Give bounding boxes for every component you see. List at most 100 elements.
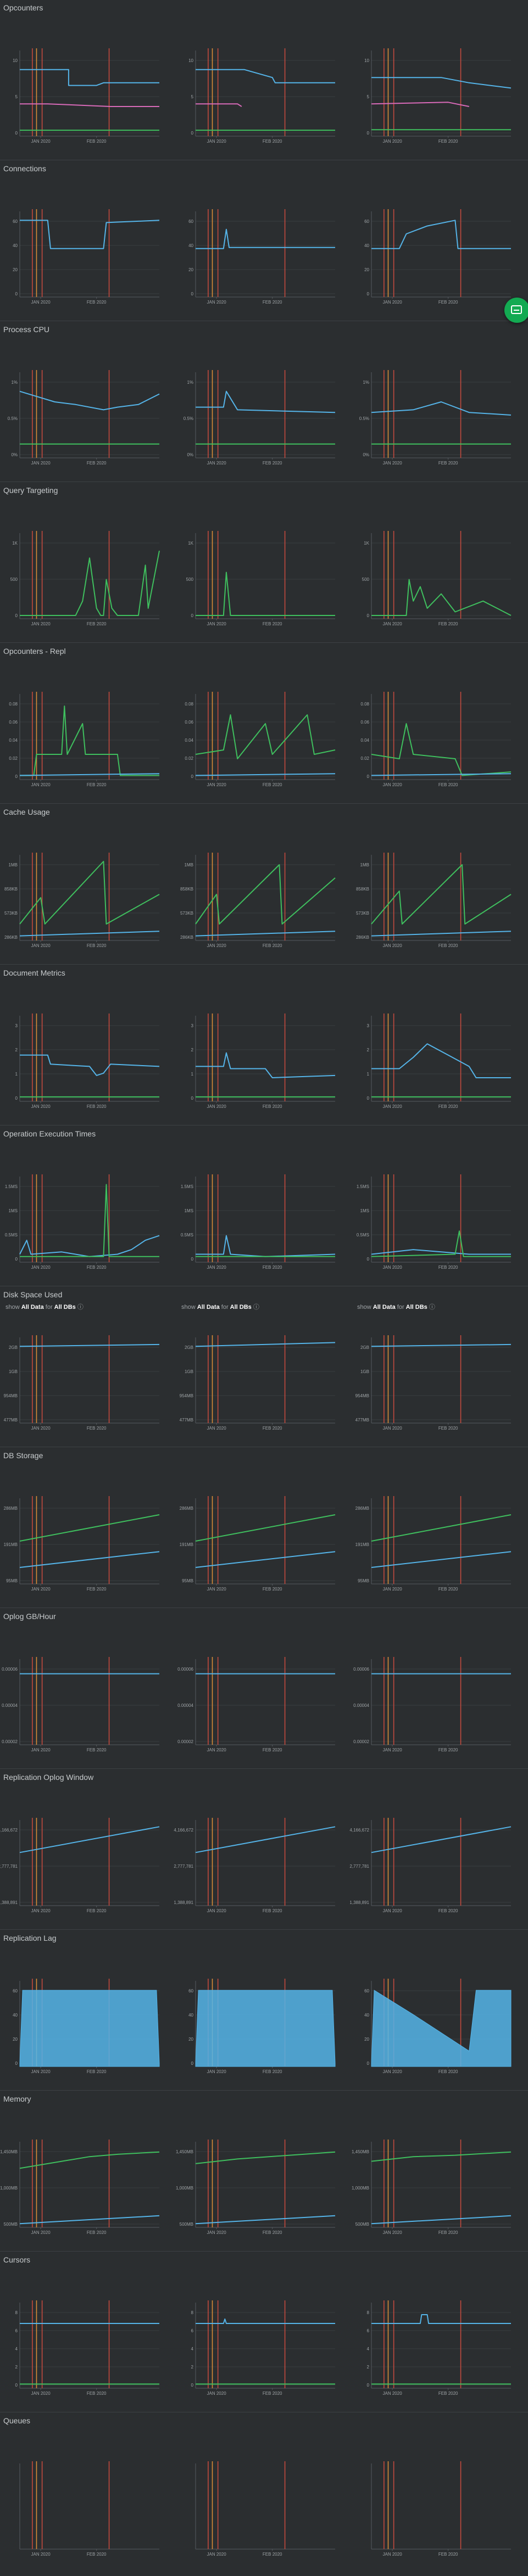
- chart-panel[interactable]: 0 20 40 60 JAN 2020 FEB 2020: [354, 1947, 527, 2079]
- y-tick-label: 286MB: [180, 1506, 193, 1511]
- section: Memory 500MB 1,000MB 1,450MB JAN 2020 FEB 202…: [0, 2091, 528, 2252]
- chart-panel[interactable]: 0 5 10 JAN 2020 FEB 2020: [178, 16, 352, 148]
- series-green: [195, 864, 336, 925]
- x-tick-label: FEB 2020: [263, 1587, 282, 1592]
- y-tick-label: 20: [188, 2037, 193, 2042]
- chart-panel[interactable]: 1,388,891 2,777,781 4,166,672 JAN 2020 FEB 2…: [174, 1786, 352, 1918]
- x-tick-label: JAN 2020: [31, 1426, 51, 1431]
- x-tick-label: JAN 2020: [31, 1748, 51, 1752]
- y-tick-label: 0: [367, 2061, 370, 2066]
- chart-panel[interactable]: 0.00002 0.00004 0.00006 JAN 2020 FEB 2020: [353, 1625, 527, 1757]
- section: Opcounters 0 5 10 JAN 2020 FEB 2020 0 5 10 JAN 20…: [0, 0, 528, 161]
- chart-panel[interactable]: 286KB 573KB 858KB 1MB JAN 2020 FEB 2020: [354, 821, 527, 953]
- data-scope-note[interactable]: show All Data for All DBs ⓘ: [357, 1302, 435, 1311]
- chart-panel[interactable]: 477MB 954MB 1GB 2GB JAN 2020 FEB 2020: [178, 1303, 352, 1435]
- chart-panel[interactable]: 0 1 2 3 JAN 2020 FEB 2020: [2, 982, 176, 1113]
- x-tick-label: JAN 2020: [383, 1104, 403, 1109]
- chart-panel[interactable]: 0% 0.5% 1% JAN 2020 FEB 2020: [178, 338, 352, 470]
- chart-panel[interactable]: 95MB 191MB 286MB JAN 2020 FEB 2020: [354, 1464, 527, 1596]
- chart-panel[interactable]: 0% 0.5% 1% JAN 2020 FEB 2020: [354, 338, 527, 470]
- help-chat-button[interactable]: [504, 298, 528, 323]
- scope-dbs-link[interactable]: All DBs: [405, 1304, 427, 1311]
- chart-panel[interactable]: 0 500 1K JAN 2020 FEB 2020: [354, 499, 527, 631]
- chart-panel[interactable]: JAN 2020 FEB 2020: [2, 2429, 176, 2561]
- y-tick-label: 1K: [188, 541, 193, 546]
- scope-data-link[interactable]: All Data: [21, 1304, 44, 1311]
- chart-panel[interactable]: 0 1 2 3 JAN 2020 FEB 2020: [354, 982, 527, 1113]
- chart-panel[interactable]: 286KB 573KB 858KB 1MB JAN 2020 FEB 2020: [178, 821, 352, 953]
- chart-panel[interactable]: 0 1 2 3 JAN 2020 FEB 2020: [178, 982, 352, 1113]
- y-tick-label: 0: [191, 1257, 194, 1262]
- chart-panel[interactable]: 0 5 10 JAN 2020 FEB 2020: [2, 16, 176, 148]
- chart-panel[interactable]: 0% 0.5% 1% JAN 2020 FEB 2020: [2, 338, 176, 470]
- section-title: Replication Lag: [3, 1934, 57, 1942]
- info-icon[interactable]: ⓘ: [75, 1304, 84, 1311]
- chart-panel[interactable]: 0 0.5MS 1MS 1.5MS JAN 2020 FEB 2020: [2, 1143, 176, 1274]
- chart-panel[interactable]: 0 5 10 JAN 2020 FEB 2020: [354, 16, 527, 148]
- chart-panel[interactable]: 0 2 4 6 8 JAN 2020 FEB 2020: [354, 2269, 527, 2400]
- x-tick-label: FEB 2020: [438, 1265, 458, 1270]
- chart-panel[interactable]: 0 0.02 0.04 0.06 0.08 JAN 2020 FEB 2020: [178, 660, 352, 792]
- scope-dbs-link[interactable]: All DBs: [230, 1304, 252, 1311]
- chart-panel[interactable]: 500MB 1,000MB 1,450MB JAN 2020 FEB 2020: [176, 2108, 352, 2239]
- y-tick-label: 2: [367, 1048, 370, 1052]
- chart-panel[interactable]: 0 0.5MS 1MS 1.5MS JAN 2020 FEB 2020: [354, 1143, 527, 1274]
- scope-dbs-link[interactable]: All DBs: [54, 1304, 76, 1311]
- chart-panel[interactable]: 0.00002 0.00004 0.00006 JAN 2020 FEB 2020: [177, 1625, 352, 1757]
- chart-panel[interactable]: 0.00002 0.00004 0.00006 JAN 2020 FEB 2020: [2, 1625, 176, 1757]
- chart-panel[interactable]: 0 2 4 6 8 JAN 2020 FEB 2020: [2, 2269, 176, 2400]
- info-icon[interactable]: ⓘ: [251, 1304, 259, 1311]
- y-tick-label: 0: [191, 2383, 194, 2388]
- y-tick-label: 0.04: [9, 738, 18, 743]
- y-tick-label: 4: [191, 2347, 194, 2351]
- series-blue: [19, 773, 160, 776]
- chart-panel[interactable]: 0 2 4 6 8 JAN 2020 FEB 2020: [178, 2269, 352, 2400]
- chart-panel[interactable]: 0 500 1K JAN 2020 FEB 2020: [178, 499, 352, 631]
- chart-panel[interactable]: 286KB 573KB 858KB 1MB JAN 2020 FEB 2020: [2, 821, 176, 953]
- chart-panel[interactable]: 0 500 1K JAN 2020 FEB 2020: [2, 499, 176, 631]
- chart-panel[interactable]: 0 20 40 60 JAN 2020 FEB 2020: [178, 1947, 352, 2079]
- x-tick-label: JAN 2020: [31, 2391, 51, 2396]
- series-green: [371, 1514, 512, 1542]
- scope-data-link[interactable]: All Data: [197, 1304, 220, 1311]
- series-blue: [195, 1342, 336, 1347]
- chart-panel[interactable]: 0 20 40 60 JAN 2020 FEB 2020: [354, 177, 527, 309]
- chart-panel[interactable]: JAN 2020 FEB 2020: [178, 2429, 352, 2561]
- info-icon[interactable]: ⓘ: [427, 1304, 435, 1311]
- series-green: [195, 1514, 336, 1542]
- data-scope-note[interactable]: show All Data for All DBs ⓘ: [5, 1302, 84, 1311]
- x-tick-label: JAN 2020: [31, 1104, 51, 1109]
- x-tick-label: JAN 2020: [31, 300, 51, 305]
- chart-panel[interactable]: 95MB 191MB 286MB JAN 2020 FEB 2020: [2, 1464, 176, 1596]
- chart-panel[interactable]: 477MB 954MB 1GB 2GB JAN 2020 FEB 2020: [2, 1303, 176, 1435]
- series-green: [371, 2151, 512, 2162]
- y-tick-label: 40: [188, 2013, 193, 2018]
- chart-panel[interactable]: 0 0.02 0.04 0.06 0.08 JAN 2020 FEB 2020: [354, 660, 527, 792]
- chart-panel[interactable]: 500MB 1,000MB 1,450MB JAN 2020 FEB 2020: [0, 2108, 176, 2239]
- data-scope-note[interactable]: show All Data for All DBs ⓘ: [181, 1302, 259, 1311]
- y-tick-label: 40: [13, 2013, 18, 2018]
- chart-panel[interactable]: 0 20 40 60 JAN 2020 FEB 2020: [178, 177, 352, 309]
- chart-panel[interactable]: 0 0.5MS 1MS 1.5MS JAN 2020 FEB 2020: [178, 1143, 352, 1274]
- chart-panel[interactable]: 0 20 40 60 JAN 2020 FEB 2020: [2, 177, 176, 309]
- section-title: Connections: [3, 164, 46, 173]
- chart-panel[interactable]: 477MB 954MB 1GB 2GB JAN 2020 FEB 2020: [354, 1303, 527, 1435]
- chart-panel[interactable]: 1,388,891 2,777,781 4,166,672 JAN 2020 FEB 2…: [0, 1786, 176, 1918]
- x-tick-label: FEB 2020: [263, 2391, 282, 2396]
- x-tick-label: FEB 2020: [263, 1908, 282, 1913]
- chart-panel[interactable]: 0 0.02 0.04 0.06 0.08 JAN 2020 FEB 2020: [2, 660, 176, 792]
- chart-panel[interactable]: 0 20 40 60 JAN 2020 FEB 2020: [2, 1947, 176, 2079]
- y-tick-label: 0.00004: [353, 1703, 369, 1708]
- chart-panel[interactable]: 1,388,891 2,777,781 4,166,672 JAN 2020 FEB 2…: [349, 1786, 527, 1918]
- y-tick-label: 60: [188, 219, 193, 224]
- chart-panel[interactable]: 95MB 191MB 286MB JAN 2020 FEB 2020: [178, 1464, 352, 1596]
- scope-data-link[interactable]: All Data: [373, 1304, 396, 1311]
- y-tick-label: 5: [191, 94, 194, 99]
- y-tick-label: 1MS: [360, 1208, 369, 1213]
- section-title: Operation Execution Times: [3, 1129, 96, 1138]
- series-green: [371, 864, 512, 925]
- y-tick-label: 286MB: [355, 1506, 369, 1511]
- series-blue: [196, 2319, 335, 2324]
- chart-panel[interactable]: JAN 2020 FEB 2020: [354, 2429, 527, 2561]
- chart-panel[interactable]: 500MB 1,000MB 1,450MB JAN 2020 FEB 2020: [352, 2108, 527, 2239]
